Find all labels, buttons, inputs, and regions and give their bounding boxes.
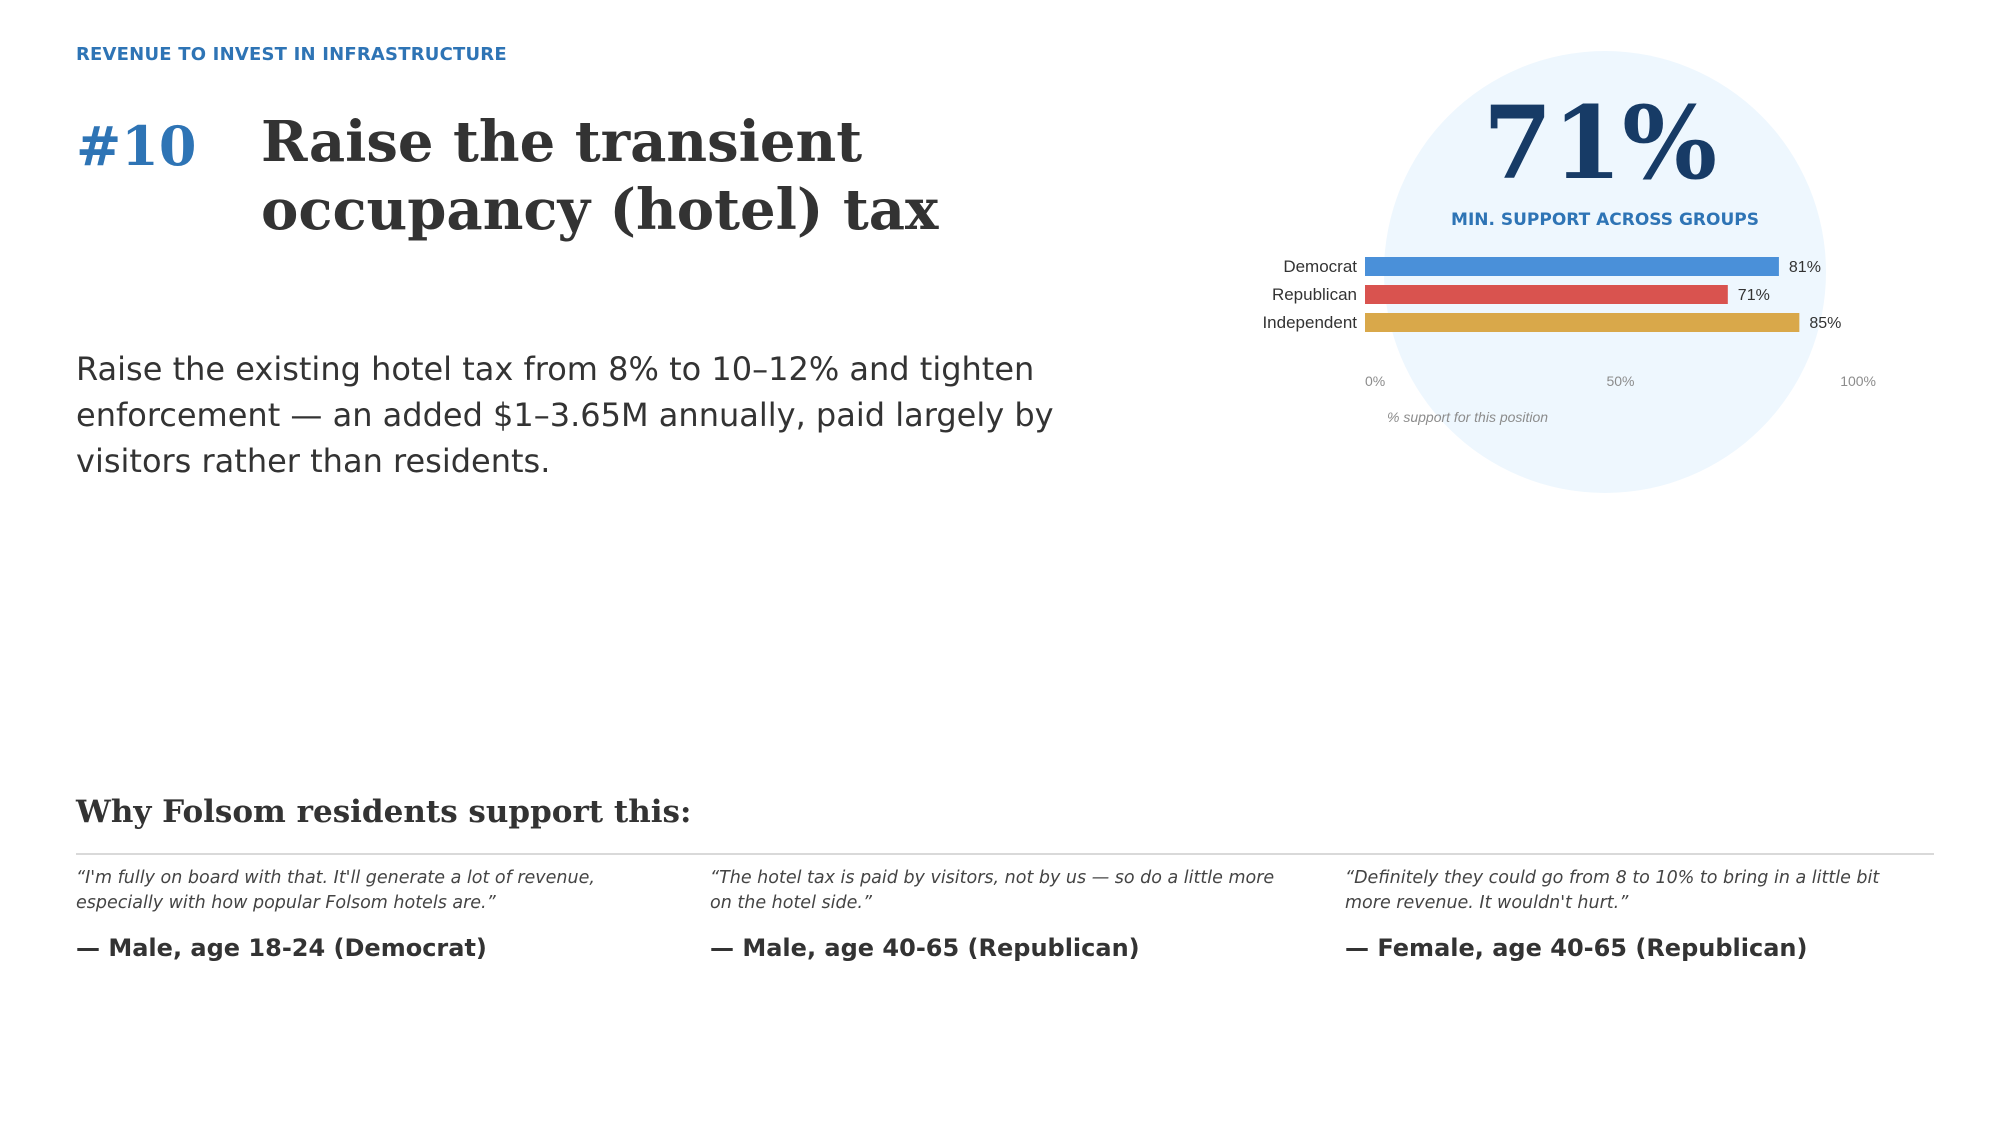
quote-attribution: — Female, age 40-65 (Republican) <box>1345 934 1808 962</box>
tick-label: 100% <box>1840 373 1876 389</box>
support-bar-chart: Democrat 81% Republican 71% Independent 85% 0%… <box>1262 257 1876 425</box>
description: Raise the existing hotel tax from 8% to … <box>76 350 1054 480</box>
x-axis-label: % support for this position <box>1387 409 1548 425</box>
quote-text: “Definitely they could go from 8 to 10% … <box>1345 868 1880 913</box>
why-heading: Why Folsom residents support this: <box>76 794 692 830</box>
tick-label: 50% <box>1606 373 1634 389</box>
category-label: Republican <box>1272 285 1357 304</box>
tick-label: 0% <box>1365 373 1385 389</box>
bar <box>1365 285 1728 304</box>
data-label: 85% <box>1809 315 1841 332</box>
quote-attribution: — Male, age 18-24 (Democrat) <box>76 934 487 962</box>
category-label: Independent <box>1262 313 1357 332</box>
quote-attribution: — Male, age 40-65 (Republican) <box>710 934 1140 962</box>
item-number: #10 <box>76 114 197 178</box>
quote-text: “The hotel tax is paid by visitors, not … <box>710 868 1275 913</box>
bar <box>1365 257 1779 276</box>
divider <box>76 853 1934 855</box>
min-support-value: 71% <box>1482 84 1718 202</box>
bar <box>1365 313 1800 332</box>
quote-text: “I'm fully on board with that. It'll gen… <box>76 868 595 913</box>
min-support-label: MIN. SUPPORT ACROSS GROUPS <box>1451 210 1759 230</box>
data-label: 81% <box>1789 259 1821 276</box>
page-title: Raise the transient occupancy (hotel) ta… <box>261 109 939 243</box>
data-label: 71% <box>1738 287 1770 304</box>
section-kicker: REVENUE TO INVEST IN INFRASTRUCTURE <box>76 44 507 65</box>
category-label: Democrat <box>1283 257 1357 276</box>
